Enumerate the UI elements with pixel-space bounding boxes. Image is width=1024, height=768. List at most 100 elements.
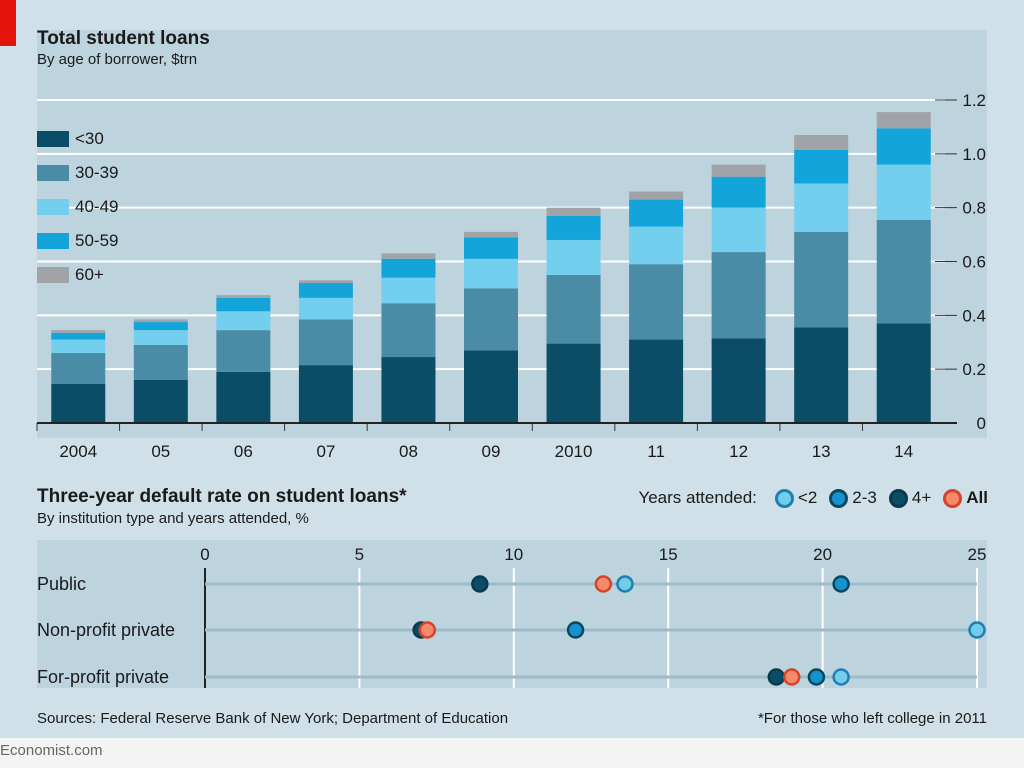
bar-07-series-2 — [298, 297, 353, 320]
bar-2004-series-3 — [51, 332, 106, 340]
dot-1-1 — [566, 621, 585, 639]
bar-05-series-0 — [133, 379, 188, 423]
dot-0-3 — [594, 575, 613, 593]
dot-0-0 — [616, 575, 634, 593]
bar-2004-series-2 — [51, 339, 106, 354]
legend2-item-4-plus: 4+ — [888, 488, 932, 508]
dot-2-2 — [767, 668, 786, 686]
bar-08-series-4 — [381, 253, 436, 259]
brand-footer-bar — [0, 738, 1024, 768]
dot-0-2 — [471, 575, 489, 593]
bar-05-series-3 — [133, 322, 188, 331]
legend-swatch-60-plus — [37, 267, 69, 283]
dot-2-1 — [807, 668, 826, 686]
x2-tick-label-5: 25 — [968, 545, 987, 564]
row-label-2: For-profit private — [37, 667, 169, 687]
bar-08-series-2 — [381, 277, 436, 304]
dot-2-3 — [782, 668, 801, 686]
bar-07-series-4 — [298, 280, 353, 284]
x-tick-label-8: 12 — [729, 442, 748, 461]
loans-stacked-bar-chart: 0 0.2 0.4 0.6 0.8 1.0 1.2 2004 05 06 07 08 09 2010 11 1… — [36, 91, 986, 461]
legend-title: Years attended: — [638, 488, 757, 507]
default-rate-chart-title: Three-year default rate on student loans… — [37, 486, 407, 507]
legend2-label-4-plus: 4+ — [911, 488, 932, 507]
legend-item-30-39: 30-39 — [37, 163, 118, 183]
x-tick-label-4: 08 — [399, 442, 418, 461]
legend2-label-2-3: 2-3 — [852, 488, 877, 507]
y-tick-label-6: 1.2 — [962, 91, 986, 110]
legend2-label-all: All — [966, 488, 988, 507]
legend-item-50-59: 50-59 — [37, 231, 118, 251]
footnote: *For those who left college in 2011 — [757, 710, 987, 727]
x-tick-label-2: 06 — [234, 442, 253, 461]
bar-12-series-3 — [711, 176, 766, 208]
bar-05-series-4 — [133, 319, 188, 323]
bar-13-series-3 — [794, 149, 849, 184]
default-rate-chart-subtitle: By institution type and years attended, … — [37, 510, 309, 527]
bar-09-series-4 — [464, 231, 518, 238]
legend-swatch-40-49 — [37, 199, 69, 215]
x-tick-label-0: 2004 — [59, 442, 97, 461]
legend-swatch-50-59 — [37, 233, 69, 249]
x2-tick-label-1: 5 — [355, 545, 364, 564]
dot-1-0 — [968, 621, 986, 639]
bar-11-series-1 — [629, 264, 684, 340]
bar-14-series-3 — [876, 128, 931, 165]
bar-2004-series-4 — [51, 330, 106, 333]
bar-06-series-2 — [216, 311, 271, 331]
site-brand: Economist.com — [0, 742, 103, 759]
legend-label-30-39: 30-39 — [75, 163, 119, 182]
bar-05-series-2 — [133, 330, 188, 345]
bar-07-series-3 — [298, 283, 353, 298]
dot-0-1 — [832, 575, 850, 593]
bar-08-series-3 — [381, 258, 436, 278]
legend2-item-under-2: <2 — [774, 488, 818, 508]
bar-2010-series-1 — [546, 274, 601, 344]
bar-2010-series-3 — [546, 215, 601, 240]
dot-2-0 — [832, 668, 850, 686]
bar-13-series-4 — [794, 134, 849, 150]
bar-14-series-0 — [876, 323, 931, 423]
x-tick-label-6: 2010 — [555, 442, 593, 461]
y-tick-label-4: 0.8 — [962, 199, 986, 218]
loans-chart-title: Total student loans — [37, 28, 210, 49]
bar-09-series-0 — [464, 350, 518, 423]
bar-12-series-0 — [711, 338, 766, 423]
legend2-dot-under-2 — [774, 488, 794, 508]
bar-2010-series-0 — [546, 343, 601, 423]
legend2-dot-all — [943, 488, 963, 508]
y-tick-label-5: 1.0 — [962, 145, 986, 164]
x2-tick-label-4: 20 — [813, 545, 832, 564]
bar-09-series-3 — [464, 237, 518, 259]
legend-item-40-49: 40-49 — [37, 197, 118, 217]
dot-1-3 — [418, 621, 437, 639]
x-tick-label-5: 09 — [482, 442, 501, 461]
bar-08-series-0 — [381, 357, 436, 423]
bar-07-series-1 — [298, 319, 353, 366]
bar-2010-series-2 — [546, 239, 601, 275]
bar-13-series-2 — [794, 183, 849, 232]
bar-14-series-4 — [876, 112, 931, 129]
bar-11-series-3 — [629, 199, 684, 227]
legend2-item-all: All — [943, 488, 988, 508]
bar-06-series-4 — [216, 295, 271, 298]
brand-red-tab — [0, 0, 16, 46]
legend2-label-under-2: <2 — [797, 488, 818, 507]
x2-tick-label-3: 15 — [659, 545, 678, 564]
bar-06-series-3 — [216, 297, 271, 312]
loans-chart-subtitle: By age of borrower, $trn — [37, 51, 198, 68]
x-tick-label-3: 07 — [316, 442, 335, 461]
bar-07-series-0 — [298, 365, 353, 423]
row-label-0: Public — [37, 574, 86, 594]
legend-label-40-49: 40-49 — [75, 197, 119, 216]
x2-tick-label-2: 10 — [504, 545, 523, 564]
bar-2004-series-0 — [51, 383, 106, 423]
bar-12-series-1 — [711, 252, 766, 339]
bar-11-series-0 — [629, 339, 684, 423]
bar-09-series-2 — [464, 258, 518, 289]
legend-item-60-plus: 60+ — [37, 265, 104, 285]
sources-note: Sources: Federal Reserve Bank of New Yor… — [37, 710, 509, 727]
legend-label-under-30: <30 — [75, 129, 104, 148]
legend-swatch-30-39 — [37, 165, 69, 181]
